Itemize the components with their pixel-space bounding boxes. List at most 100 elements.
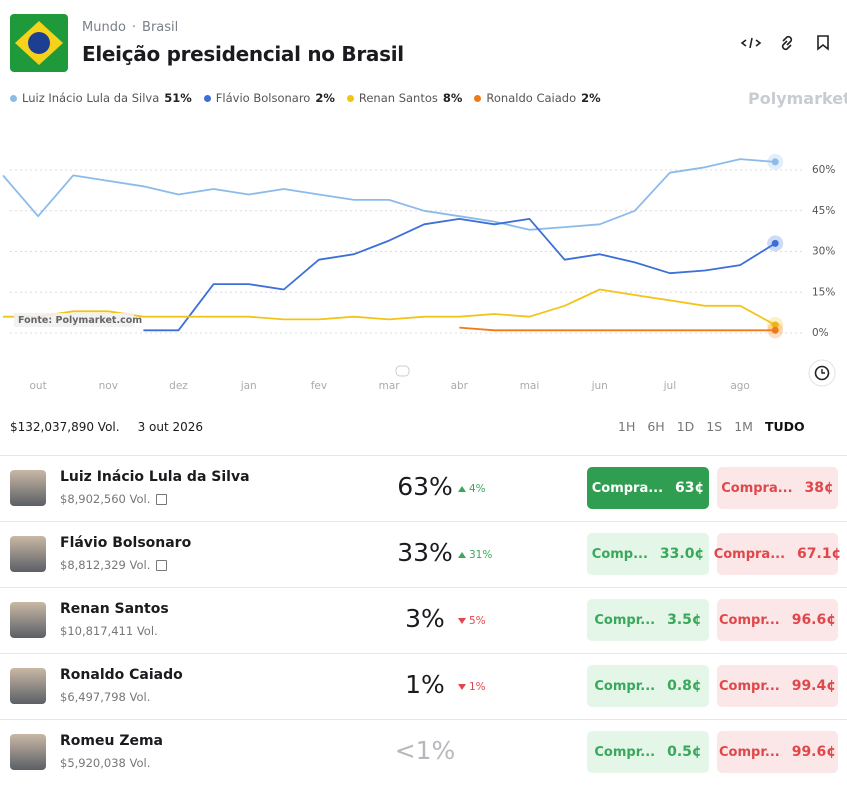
- avatar: [10, 602, 46, 638]
- outcome-row[interactable]: Flávio Bolsonaro $8,812,329 Vol. 33% 31% Com…: [0, 521, 847, 588]
- timeframe[interactable]: 1M: [734, 419, 753, 434]
- clock-hands: [821, 369, 825, 374]
- breadcrumb-item[interactable]: Brasil: [132, 20, 178, 35]
- probability: <1%: [394, 736, 456, 765]
- gift-icon: [156, 493, 168, 505]
- y-tick-label: 0%: [812, 327, 829, 339]
- buy-price: 3.5¢: [667, 612, 702, 628]
- outcome-volume: $5,920,038 Vol.: [60, 756, 150, 770]
- source-note: Fonte: Polymarket.com: [14, 313, 142, 327]
- series-line: [2, 158, 776, 231]
- outcome-volume: $6,497,798 Vol.: [60, 690, 150, 704]
- x-tick-label: fev: [311, 380, 327, 392]
- volume-text: $10,817,411 Vol.: [60, 624, 158, 638]
- clock-icon: [814, 365, 830, 381]
- x-tick-label: mai: [520, 380, 540, 392]
- legend-label: Flávio Bolsonaro: [215, 91, 311, 105]
- outcome-volume: $8,902,560 Vol.: [60, 492, 168, 506]
- outcome-row[interactable]: Luiz Inácio Lula da Silva $8,902,560 Vol.…: [0, 455, 847, 522]
- sell-button[interactable]: Compr... 99.4¢: [717, 665, 838, 707]
- sell-button[interactable]: Compra... 38¢: [717, 467, 838, 509]
- x-tick-label: out: [29, 380, 46, 392]
- x-tick-label: nov: [99, 380, 118, 392]
- range-handle[interactable]: [395, 365, 410, 377]
- legend-label: Renan Santos: [358, 91, 438, 105]
- avatar: [10, 668, 46, 704]
- x-tick-label: dez: [169, 380, 188, 392]
- outcome-row[interactable]: Renan Santos $10,817,411 Vol. 3% 5% Compr...…: [0, 587, 847, 654]
- timeframe[interactable]: 1H: [618, 419, 636, 434]
- series-line: [459, 326, 776, 332]
- legend-value: 2%: [581, 91, 601, 105]
- buy-button[interactable]: Compr... 0.8¢: [587, 665, 709, 707]
- source-text: Fonte: Polymarket.com: [18, 315, 142, 326]
- sell-price: 67.1¢: [797, 546, 842, 562]
- change: 1%: [458, 681, 486, 693]
- brand: Polymarket: [748, 89, 847, 108]
- sell-label: Compra...: [721, 480, 793, 496]
- sell-label: Compr...: [719, 744, 780, 760]
- change-text: 31%: [469, 549, 493, 561]
- avatar: [10, 536, 46, 572]
- x-tick-label: jan: [240, 380, 257, 392]
- change: 4%: [458, 483, 486, 495]
- timeframe[interactable]: TUDO: [764, 419, 805, 434]
- timeframe[interactable]: 1D: [676, 419, 695, 434]
- sell-price: 96.6¢: [791, 612, 836, 628]
- buy-button[interactable]: Comp... 33.0¢: [587, 533, 709, 575]
- legend-swatch: [10, 94, 17, 102]
- buy-label: Compr...: [594, 612, 656, 628]
- sell-button[interactable]: Compr... 96.6¢: [717, 599, 838, 641]
- volume-text: $5,920,038 Vol.: [60, 756, 151, 770]
- volume-text: $8,812,329 Vol.: [60, 558, 151, 572]
- chart: 0% 15% 30% 45% 60% out nov dez jan fev mar abr mai ju…: [2, 14, 836, 392]
- outcome-name: Renan Santos: [60, 601, 169, 617]
- legend-item[interactable]: Luiz Inácio Lula da Silva 51%: [10, 91, 192, 105]
- x-tick-label: mar: [379, 380, 401, 392]
- buy-button[interactable]: Compra... 63¢: [587, 467, 709, 509]
- end-dot: [771, 239, 779, 247]
- change-text: 1%: [469, 681, 486, 693]
- volume-text: $6,497,798 Vol.: [60, 690, 151, 704]
- probability: 1%: [405, 670, 445, 699]
- outcome-row[interactable]: Romeu Zema $5,920,038 Vol. <1% Compr... 0.5¢…: [0, 719, 847, 786]
- buy-button[interactable]: Compr... 0.5¢: [587, 731, 709, 773]
- legend-value: 51%: [164, 91, 192, 105]
- header-icons[interactable]: [740, 35, 829, 51]
- end-dot: [771, 158, 779, 166]
- outcome-row[interactable]: Ronaldo Caiado $6,497,798 Vol. 1% 1% Compr..…: [0, 653, 847, 720]
- breadcrumb-item[interactable]: Mundo: [82, 20, 126, 35]
- sell-price: 99.4¢: [791, 678, 836, 694]
- buy-price: 63¢: [675, 480, 705, 496]
- breadcrumb: Mundo Brasil: [82, 20, 178, 35]
- timeframe[interactable]: 6H: [647, 419, 665, 434]
- outcome-name: Flávio Bolsonaro: [60, 535, 192, 551]
- change-arrow: [458, 552, 466, 558]
- y-tick-label: 15%: [812, 286, 835, 298]
- series-line: [143, 218, 776, 332]
- y-tick-label: 45%: [812, 205, 835, 217]
- buy-label: Compr...: [594, 678, 656, 694]
- end-date: 3 out 2026: [137, 420, 204, 434]
- legend-item[interactable]: Ronaldo Caiado 2%: [474, 91, 601, 105]
- x-tick-label: jul: [663, 380, 677, 392]
- probability: 33%: [397, 538, 453, 567]
- legend-label: Ronaldo Caiado: [486, 91, 577, 105]
- legend-item[interactable]: Renan Santos 8%: [346, 91, 462, 105]
- buy-button[interactable]: Compr... 3.5¢: [587, 599, 709, 641]
- sell-button[interactable]: Compra... 67.1¢: [714, 533, 842, 575]
- end-dot: [771, 326, 779, 334]
- probability: 3%: [405, 604, 445, 633]
- sell-button[interactable]: Compr... 99.6¢: [717, 731, 838, 773]
- source-bg: [14, 313, 134, 327]
- outcome-name: Ronaldo Caiado: [60, 667, 183, 683]
- outcome-name: Luiz Inácio Lula da Silva: [60, 469, 250, 485]
- legend-swatch: [203, 94, 211, 102]
- change: 31%: [458, 549, 492, 561]
- timeframes: 1H 6H 1D 1S 1M TUDO: [618, 419, 805, 434]
- timeframe[interactable]: 1S: [706, 419, 723, 434]
- y-tick-label: 60%: [812, 164, 835, 176]
- y-tick-label: 30%: [812, 246, 835, 258]
- legend-item[interactable]: Flávio Bolsonaro 2%: [203, 91, 335, 105]
